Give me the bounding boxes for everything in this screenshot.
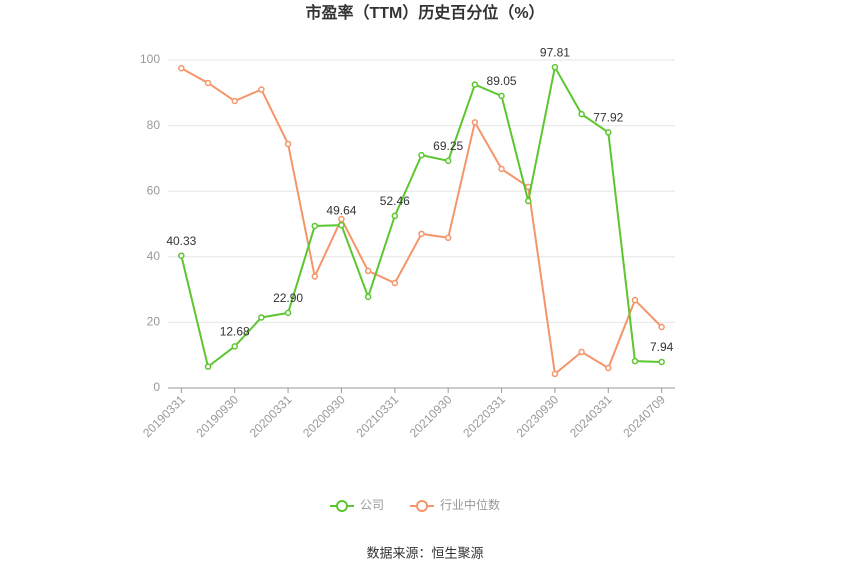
point [471, 119, 479, 126]
y-tick-label: 80 [147, 118, 161, 132]
point [284, 309, 292, 317]
x-tick-label: 20220331 [460, 392, 508, 440]
point [364, 293, 372, 301]
data-label: 97.81 [540, 45, 570, 59]
point [231, 97, 238, 105]
point [338, 221, 345, 229]
point [524, 197, 532, 205]
point [311, 273, 319, 280]
point [631, 296, 639, 304]
legend-marker [416, 500, 428, 512]
point [258, 314, 265, 321]
x-tick-label: 20240331 [567, 392, 615, 440]
point [551, 370, 559, 378]
data-label: 69.25 [433, 139, 463, 153]
point [178, 252, 185, 259]
x-tick-label: 20190930 [193, 392, 241, 440]
data-label: 49.64 [326, 203, 356, 217]
data-label: 22.90 [273, 291, 303, 305]
point [605, 364, 612, 372]
point [311, 222, 319, 230]
point [364, 267, 372, 275]
data-label: 89.05 [487, 74, 517, 88]
point [284, 140, 292, 148]
point [658, 323, 665, 331]
y-tick-label: 60 [147, 183, 161, 197]
point [178, 64, 185, 72]
source: 数据来源：恒生聚源 [366, 545, 483, 560]
chart-title: 市盈率（TTM）历史百分位（%） [305, 3, 544, 22]
point [231, 343, 238, 350]
point [338, 215, 345, 223]
x-tick-label: 20200331 [247, 392, 295, 440]
y-tick-label: 0 [153, 380, 160, 394]
point [578, 348, 585, 356]
point [418, 151, 425, 159]
point [391, 279, 399, 287]
data-label: 7.94 [650, 340, 674, 354]
point [204, 363, 212, 370]
point [498, 165, 505, 173]
point [204, 79, 212, 87]
point [551, 63, 559, 71]
x-tick-label: 20210331 [354, 392, 402, 440]
point [391, 212, 399, 220]
series-line [180, 67, 663, 376]
point [444, 157, 452, 165]
point [498, 92, 505, 100]
point [658, 358, 665, 366]
data-label: 40.33 [166, 234, 196, 248]
x-tick-label: 20210930 [407, 392, 455, 440]
x-tick-label: 20200930 [300, 392, 348, 440]
legend-label: 公司 [360, 498, 384, 512]
y-tick-label: 40 [147, 249, 161, 263]
point [444, 234, 452, 242]
y-tick-label: 20 [147, 315, 161, 329]
x-tick-label: 20230930 [514, 392, 562, 440]
legend-label: 行业中位数 [440, 497, 500, 512]
point [258, 86, 265, 93]
point [471, 81, 479, 88]
data-label: 52.46 [380, 194, 410, 208]
point [631, 357, 639, 365]
point [418, 230, 425, 238]
x-tick-label: 20190331 [140, 392, 188, 440]
data-label: 77.92 [593, 111, 623, 125]
point [605, 129, 612, 136]
x-tick-label: 20240709 [620, 392, 668, 440]
point [578, 110, 585, 118]
legend-marker [336, 500, 348, 512]
data-label: 12.68 [220, 325, 250, 339]
series-line [180, 64, 662, 369]
y-tick-label: 100 [140, 52, 160, 66]
